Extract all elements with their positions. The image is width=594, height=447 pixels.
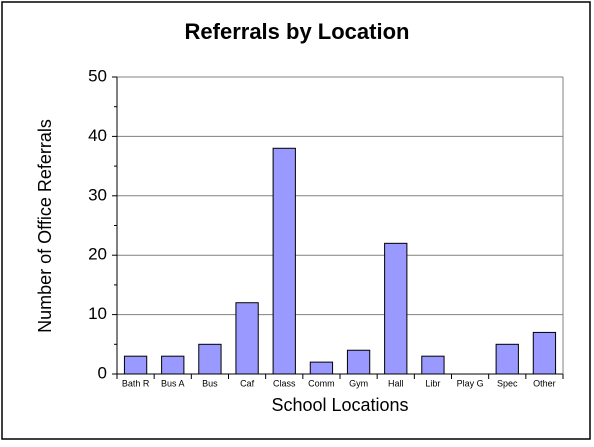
bar: [198, 343, 222, 375]
bar: [272, 147, 296, 375]
x-tick-label: Other: [533, 378, 556, 388]
x-tick-label: Libr: [425, 378, 440, 388]
bar: [161, 355, 185, 375]
x-tick-label: Bath R: [122, 378, 150, 388]
bar: [235, 302, 259, 375]
bar: [421, 355, 445, 375]
bar: [346, 349, 371, 375]
y-axis-label: Number of Office Referrals: [35, 119, 55, 333]
y-tick-label: 40: [88, 126, 107, 145]
bar: [384, 242, 408, 375]
y-tick-label: 10: [88, 304, 107, 323]
chart-title: Referrals by Location: [185, 19, 410, 44]
frame: [1, 1, 591, 440]
x-tick-label: Bus A: [161, 378, 185, 388]
x-tick-label: Caf: [240, 378, 255, 388]
y-tick-label: 20: [88, 245, 107, 264]
x-tick-label: Comm: [308, 378, 335, 388]
y-tick-label: 0: [98, 363, 107, 382]
x-tick-label: Play G: [457, 378, 484, 388]
bar: [309, 361, 334, 375]
bar: [495, 343, 519, 375]
x-tick-label: Class: [273, 378, 296, 388]
y-tick-label: 30: [88, 185, 107, 204]
y-tick-label: 50: [88, 66, 107, 85]
x-tick-label: Hall: [388, 378, 404, 388]
x-tick-label: Spec: [497, 378, 518, 388]
bar: [532, 331, 557, 375]
x-tick-label: Gym: [349, 378, 368, 388]
x-axis-label: School Locations: [271, 395, 408, 415]
x-tick-label: Bus: [202, 378, 218, 388]
bar: [123, 355, 148, 375]
